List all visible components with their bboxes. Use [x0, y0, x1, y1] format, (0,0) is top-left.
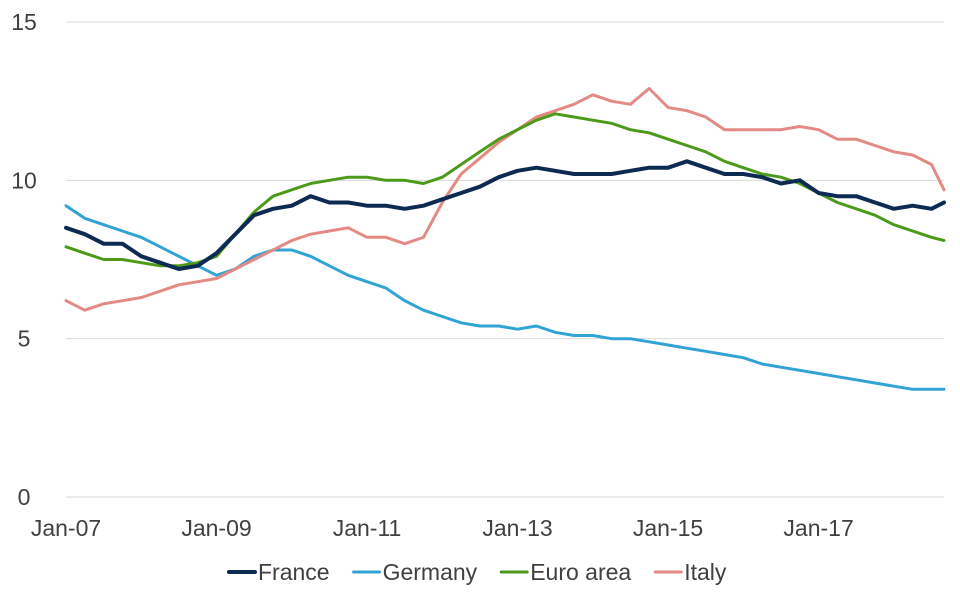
x-tick-label: Jan-17 [783, 515, 853, 541]
x-tick-label: Jan-07 [31, 515, 101, 541]
x-tick-label: Jan-09 [181, 515, 251, 541]
series-lines [64, 87, 946, 391]
legend-label-italy: Italy [684, 559, 727, 585]
y-tick-label: 10 [11, 167, 37, 193]
y-tick-label: 15 [11, 9, 37, 35]
legend-label-euro-area: Euro area [530, 559, 631, 585]
series-line-germany [64, 204, 946, 391]
x-tick-label: Jan-15 [633, 515, 703, 541]
y-tick-label: 5 [18, 326, 31, 352]
legend-label-germany: Germany [383, 559, 478, 585]
series-line-france [64, 159, 946, 271]
legend: France Germany Euro area Italy [227, 559, 727, 585]
series-line-italy [64, 87, 946, 312]
x-tick-label: Jan-11 [333, 515, 402, 541]
x-tick-label: Jan-13 [482, 515, 552, 541]
y-axis-ticks: 0 5 10 15 [11, 9, 37, 510]
gridlines [66, 21, 944, 498]
x-axis-ticks: Jan-07 Jan-09 Jan-11 Jan-13 Jan-15 Jan-17 [31, 515, 854, 541]
y-tick-label: 0 [18, 484, 31, 510]
legend-label-france: France [258, 559, 330, 585]
